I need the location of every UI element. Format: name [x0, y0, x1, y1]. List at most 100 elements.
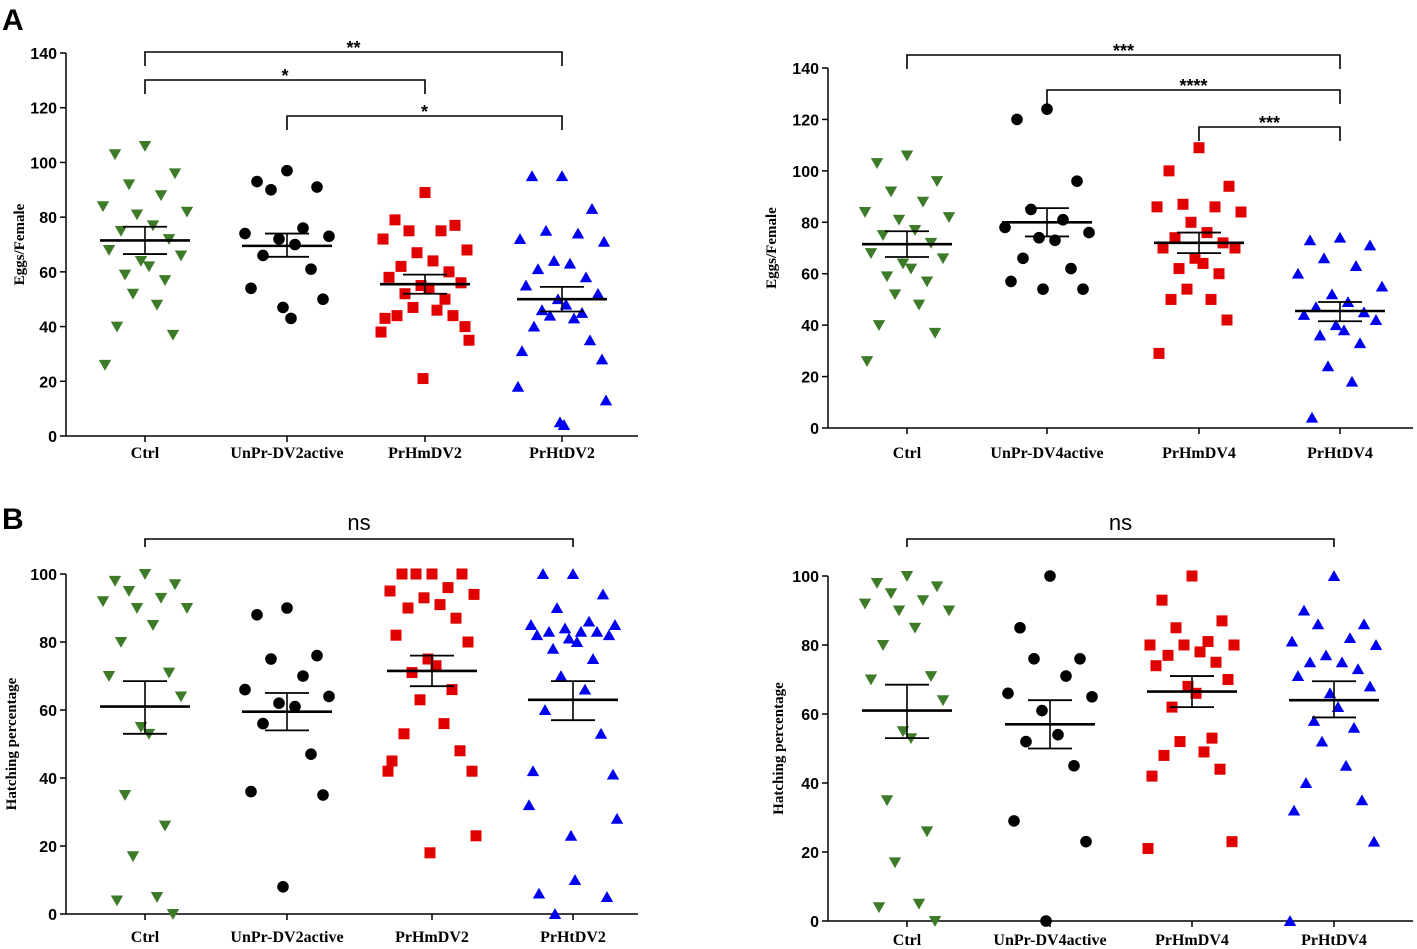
data-point: [463, 334, 475, 346]
data-point: [459, 321, 471, 333]
significance-bracket: [286, 115, 563, 130]
y-tick-label: 0: [810, 421, 819, 438]
data-point: [1177, 198, 1189, 210]
data-point: [1017, 252, 1029, 265]
data-point: [578, 683, 592, 695]
data-point: [430, 660, 442, 672]
data-point: [146, 220, 160, 232]
data-point: [398, 728, 410, 740]
y-axis-label: Hatching percentage: [771, 682, 787, 815]
data-point: [1283, 915, 1297, 926]
data-point: [1331, 701, 1345, 713]
y-tick-label: 40: [801, 318, 819, 335]
significance-bracket: [1198, 126, 1341, 141]
data-point: [546, 642, 560, 654]
data-point: [597, 235, 611, 247]
data-point: [110, 321, 124, 333]
data-point: [530, 629, 544, 641]
data-point: [864, 248, 878, 260]
data-point: [245, 282, 257, 295]
data-point: [1037, 283, 1049, 295]
data-point: [391, 310, 403, 322]
data-point: [542, 625, 556, 637]
data-point: [1178, 639, 1190, 651]
y-axis-label: Eggs/Female: [764, 207, 780, 289]
data-point: [1142, 843, 1154, 855]
data-point: [450, 612, 462, 624]
data-point: [912, 898, 926, 910]
data-point: [876, 640, 890, 651]
data-point: [860, 356, 874, 368]
data-point: [872, 320, 886, 332]
data-point: [1025, 203, 1037, 216]
data-point: [586, 653, 600, 664]
data-point: [1086, 690, 1098, 703]
data-point: [583, 334, 597, 346]
data-point: [1329, 319, 1343, 331]
y-tick-label: 80: [39, 635, 57, 652]
data-point: [289, 238, 301, 251]
data-point: [470, 830, 482, 842]
x-tick-label: PrHmDV4: [1155, 932, 1229, 949]
data-point: [606, 768, 620, 780]
data-point: [297, 670, 309, 682]
data-point: [466, 765, 478, 777]
x-tick-label: PrHtDV2: [529, 445, 595, 462]
data-point: [547, 255, 561, 266]
data-point: [908, 622, 922, 634]
data-point: [273, 233, 285, 245]
data-point: [930, 581, 944, 593]
data-point: [251, 175, 263, 188]
x-tick-label: PrHmDV2: [395, 929, 469, 946]
data-point: [414, 694, 426, 706]
data-point: [858, 207, 872, 218]
data-point: [158, 275, 172, 286]
data-point: [1213, 268, 1225, 280]
data-point: [108, 575, 122, 587]
data-point: [174, 691, 188, 703]
significance-label: *: [281, 66, 288, 86]
y-tick-label: 100: [30, 567, 57, 584]
data-point: [519, 279, 533, 291]
data-point: [579, 271, 593, 283]
data-point: [876, 230, 890, 242]
significance-bracket: [144, 51, 563, 66]
data-point: [1323, 687, 1337, 699]
data-point: [888, 857, 902, 869]
data-point: [1311, 618, 1325, 630]
data-point: [1285, 635, 1299, 647]
data-point: [447, 310, 459, 322]
data-point: [942, 212, 956, 224]
data-point: [936, 253, 950, 265]
data-point: [384, 585, 396, 597]
panel-letter: B: [2, 503, 24, 536]
data-point: [415, 280, 427, 292]
data-point: [1363, 680, 1377, 692]
data-point: [150, 299, 164, 311]
significance-bracket: [1046, 89, 1341, 104]
data-point: [1303, 656, 1317, 668]
data-point: [1005, 275, 1017, 288]
data-point: [575, 307, 589, 318]
y-tick-label: 80: [801, 638, 819, 655]
x-tick-label: UnPr-DV4active: [993, 932, 1106, 949]
data-point: [1205, 293, 1217, 305]
data-point: [317, 293, 329, 306]
data-point: [920, 826, 934, 838]
data-point: [180, 603, 194, 614]
data-point: [438, 718, 450, 730]
y-tick-label: 0: [810, 914, 819, 931]
series-UnPr-DV4active: [1002, 570, 1098, 927]
significance-bracket: [906, 54, 1341, 69]
data-point: [418, 592, 430, 604]
data-point: [239, 227, 251, 240]
data-point: [1071, 175, 1083, 187]
data-point: [1144, 639, 1156, 651]
data-point: [449, 219, 461, 231]
series-PrHtDV4: [1283, 570, 1383, 926]
data-point: [1309, 301, 1323, 313]
data-point: [591, 287, 605, 299]
data-point: [582, 615, 596, 627]
data-point: [1325, 288, 1339, 300]
series-UnPr-DV2active: [239, 164, 335, 325]
